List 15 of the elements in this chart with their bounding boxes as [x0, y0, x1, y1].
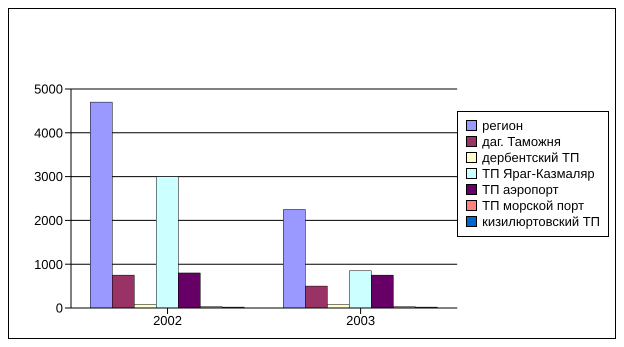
y-tick-label: 2000: [34, 213, 63, 228]
y-tick-label: 3000: [34, 169, 63, 184]
legend-label: ТП Яраг-Казмаляр: [482, 166, 595, 182]
x-tick-label: 2002: [153, 313, 182, 328]
legend-label: ТП аэропорт: [482, 182, 559, 198]
y-tick-label: 5000: [34, 82, 63, 97]
y-tick-label: 1000: [34, 256, 63, 272]
legend-label: даг. Таможня: [482, 134, 561, 150]
legend-label: дербентский ТП: [482, 150, 580, 166]
legend-label: кизилюртовский ТП: [482, 214, 600, 230]
y-tick-label: 4000: [34, 125, 63, 140]
x-tick-label: 2003: [346, 313, 376, 328]
legend-label: ТП морской порт: [482, 198, 584, 214]
y-tick-label: 0: [56, 300, 63, 316]
legend-label: регион: [482, 118, 524, 134]
